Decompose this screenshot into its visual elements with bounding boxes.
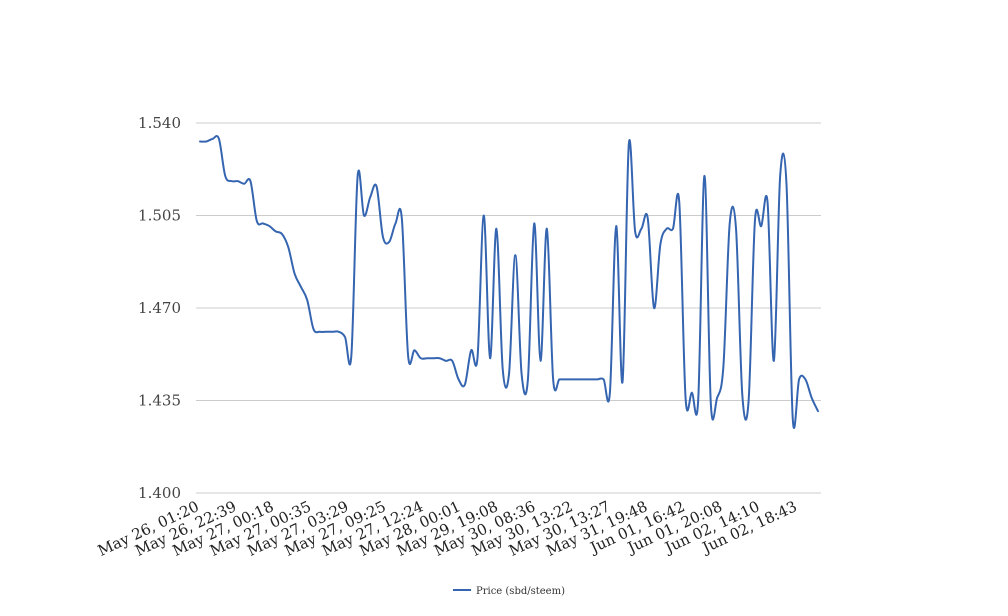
y-tick-label: 1.505 bbox=[138, 207, 181, 225]
y-tick-label: 1.435 bbox=[138, 392, 181, 410]
y-tick-label: 1.540 bbox=[138, 114, 181, 132]
y-tick-label: 1.400 bbox=[138, 484, 181, 502]
y-axis-ticks: 1.400 1.435 1.470 1.505 1.540 bbox=[138, 114, 181, 502]
legend-label: Price (sbd/steem) bbox=[476, 586, 565, 597]
series-layer bbox=[199, 135, 819, 429]
series-line-price[interactable] bbox=[199, 135, 819, 429]
gridlines bbox=[196, 122, 821, 494]
legend[interactable]: Price (sbd/steem) bbox=[453, 586, 565, 597]
y-tick-label: 1.470 bbox=[138, 299, 181, 317]
